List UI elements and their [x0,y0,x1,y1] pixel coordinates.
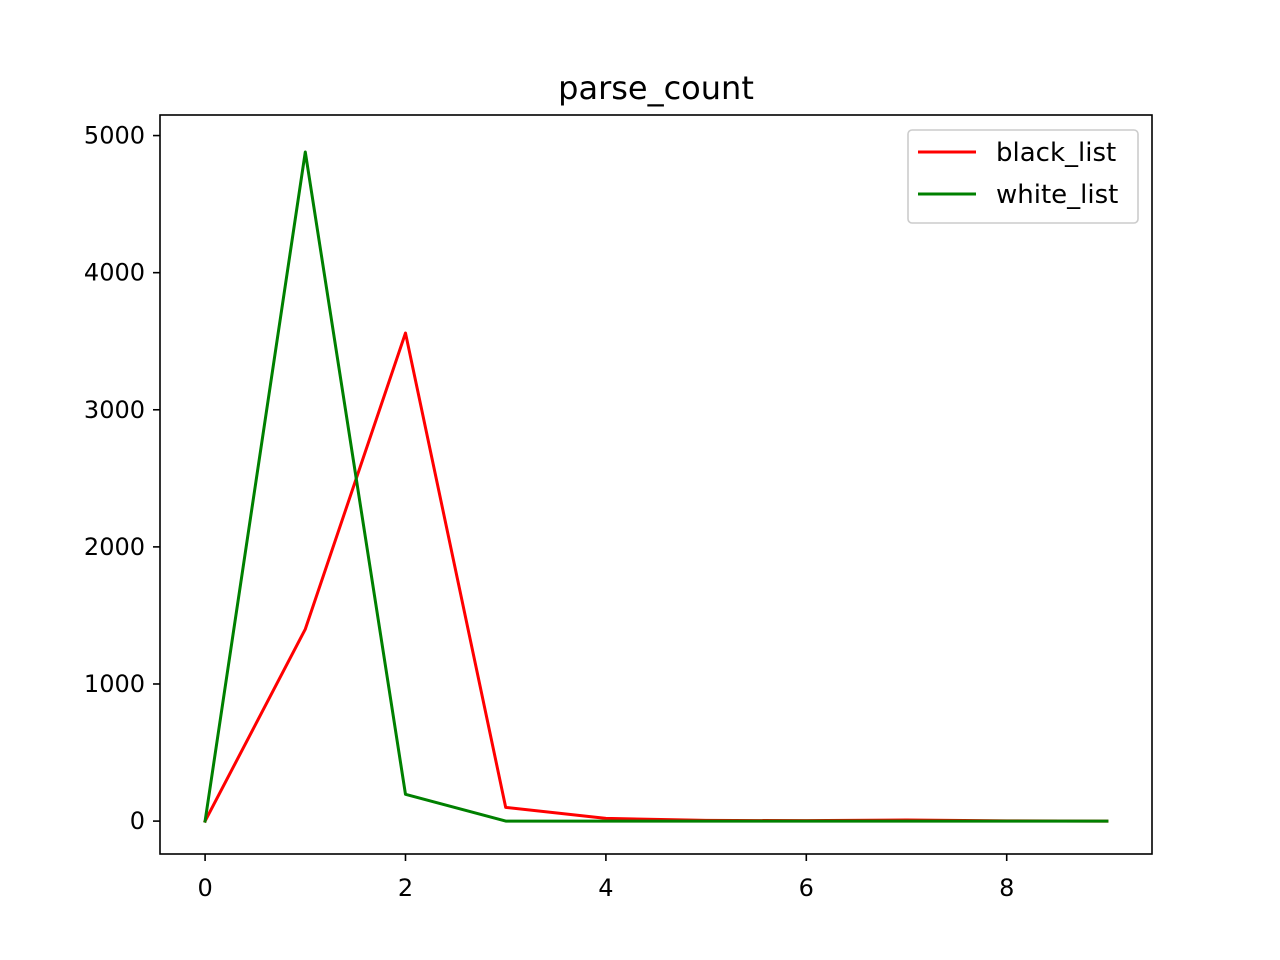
series-layer [203,150,1109,824]
legend-label: black_list [996,138,1116,168]
legend: black_list white_list [907,129,1139,224]
y-tick-label: 2000 [84,533,145,561]
y-tick-label: 3000 [84,396,145,424]
y-axis: 0 1000 2000 3000 4000 5000 [84,122,160,835]
x-tick-label: 6 [799,874,814,902]
x-tick-label: 8 [999,874,1014,902]
x-tick-label: 2 [398,874,413,902]
series-line-white-list [203,150,1109,823]
x-axis: 0 2 4 6 8 [197,854,1014,902]
y-tick-label: 1000 [84,670,145,698]
x-tick-label: 0 [197,874,212,902]
y-tick-label: 0 [130,807,145,835]
plot-area-frame [159,114,1153,855]
chart-title: parse_count [558,69,754,107]
legend-label: white_list [996,180,1118,210]
y-tick-label: 5000 [84,122,145,150]
x-tick-label: 4 [598,874,613,902]
y-tick-label: 4000 [84,259,145,287]
